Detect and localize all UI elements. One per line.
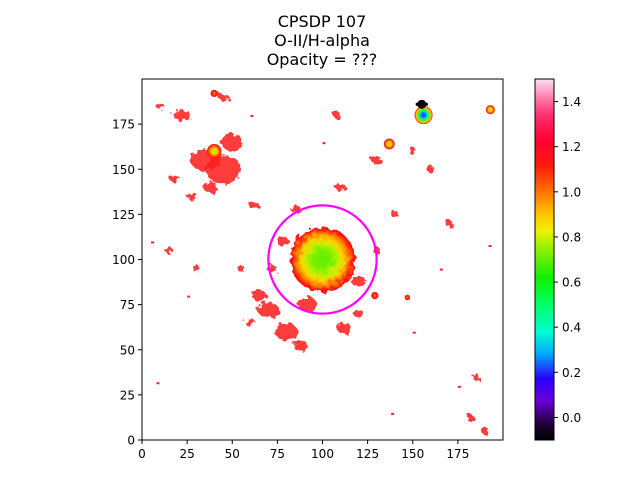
speckle-patch xyxy=(244,319,256,327)
speckle-dot xyxy=(187,295,191,298)
colorbar-tick-label: 0.8 xyxy=(562,230,581,244)
x-tick-label: 50 xyxy=(225,447,240,461)
colorbar-tick-label: 1.2 xyxy=(562,140,581,154)
y-tick-label: 150 xyxy=(112,163,135,177)
colorbar-tick-label: 0.4 xyxy=(562,321,581,335)
source-central-nebula xyxy=(290,227,355,292)
speckle-dot xyxy=(488,245,492,248)
x-tick-label: 175 xyxy=(446,447,469,461)
y-tick-label: 175 xyxy=(112,118,135,132)
source-knot-far-right-low xyxy=(404,294,411,301)
speckle-patch xyxy=(299,297,318,312)
speckle-patch xyxy=(427,165,435,173)
y-axis: 0 25 50 75 100 125 150 175 xyxy=(112,118,142,448)
colorbar-tick-label: 1.0 xyxy=(562,185,581,199)
colorbar xyxy=(534,78,555,441)
chart-title-block: CPSDP 107 O-II/H-alpha Opacity = ??? xyxy=(0,12,640,69)
speckle-patch xyxy=(335,183,346,191)
chart-title: CPSDP 107 xyxy=(277,12,367,31)
speckle-patch xyxy=(217,93,229,101)
speckle-dot xyxy=(250,115,254,118)
speckle-dot xyxy=(412,331,416,334)
speckle-patch xyxy=(187,192,198,200)
source-knot-right-low xyxy=(371,291,379,300)
source-knot-upper-left-2 xyxy=(210,89,218,98)
speckle-patch xyxy=(472,373,480,381)
speckle-patch xyxy=(391,210,399,218)
speckle-dot xyxy=(439,268,443,271)
speckle-patch xyxy=(445,219,453,228)
speckle-patch xyxy=(172,109,191,121)
speckle-patch xyxy=(252,290,267,302)
colorbar-tick-label: 0.6 xyxy=(562,276,581,290)
speckle-patch xyxy=(192,264,200,273)
speckle-patch xyxy=(275,322,298,341)
speckle-patch xyxy=(481,427,489,435)
y-tick-label: 75 xyxy=(120,298,135,312)
speckle-patch xyxy=(333,111,341,119)
chart-subtitle-2: Opacity = ??? xyxy=(266,50,378,69)
heatmap-layer xyxy=(151,89,495,435)
speckle-dot xyxy=(322,142,326,145)
speckle-patch xyxy=(371,156,383,164)
speckle-patch xyxy=(237,264,245,273)
y-tick-label: 25 xyxy=(120,388,135,402)
y-tick-label: 100 xyxy=(112,253,135,267)
speckle-patch xyxy=(169,174,180,182)
speckle-patch xyxy=(257,302,280,318)
speckle-dot xyxy=(391,412,395,415)
colorbar-tick-label: 0.2 xyxy=(562,366,581,380)
speckle-patch xyxy=(293,340,309,352)
masked-marker-bar xyxy=(415,102,428,106)
y-tick-label: 50 xyxy=(120,343,135,357)
speckle-patch xyxy=(353,310,365,318)
x-tick-label: 100 xyxy=(311,447,334,461)
source-knot-top-left xyxy=(206,143,222,159)
speckle-patch xyxy=(221,133,244,152)
speckle-patch xyxy=(203,181,218,193)
x-tick-label: 75 xyxy=(270,447,285,461)
x-tick-label: 150 xyxy=(401,447,424,461)
x-axis: 0 25 50 75 100 125 150 175 xyxy=(138,440,469,461)
speckle-patch xyxy=(165,246,173,255)
source-star-top-right xyxy=(414,106,433,125)
speckle-patch xyxy=(248,201,260,209)
chart-subtitle-1: O-II/H-alpha xyxy=(274,31,370,50)
aperture-circle xyxy=(267,204,378,315)
speckle-patch xyxy=(156,102,164,110)
y-tick-label: 125 xyxy=(112,208,135,222)
x-tick-label: 25 xyxy=(179,447,194,461)
x-tick-label: 0 xyxy=(138,447,146,461)
speckle-patch xyxy=(277,236,289,247)
source-star-mid-right xyxy=(383,138,395,150)
source-star-right-edge xyxy=(485,105,495,115)
colorbar-axis: 0.0 0.2 0.4 0.6 0.8 1.0 1.2 1.4 xyxy=(554,95,581,425)
speckle-dot xyxy=(156,382,160,385)
speckle-patch xyxy=(336,322,352,334)
speckle-dot xyxy=(457,385,461,388)
x-tick-label: 125 xyxy=(356,447,379,461)
y-tick-label: 0 xyxy=(127,434,135,448)
colorbar-tick-label: 1.4 xyxy=(562,95,581,109)
speckle-patch xyxy=(466,414,475,422)
speckle-dot xyxy=(151,241,155,244)
speckle-patch xyxy=(351,275,366,287)
colorbar-tick-label: 0.0 xyxy=(562,411,581,425)
speckle-patch xyxy=(409,147,417,155)
